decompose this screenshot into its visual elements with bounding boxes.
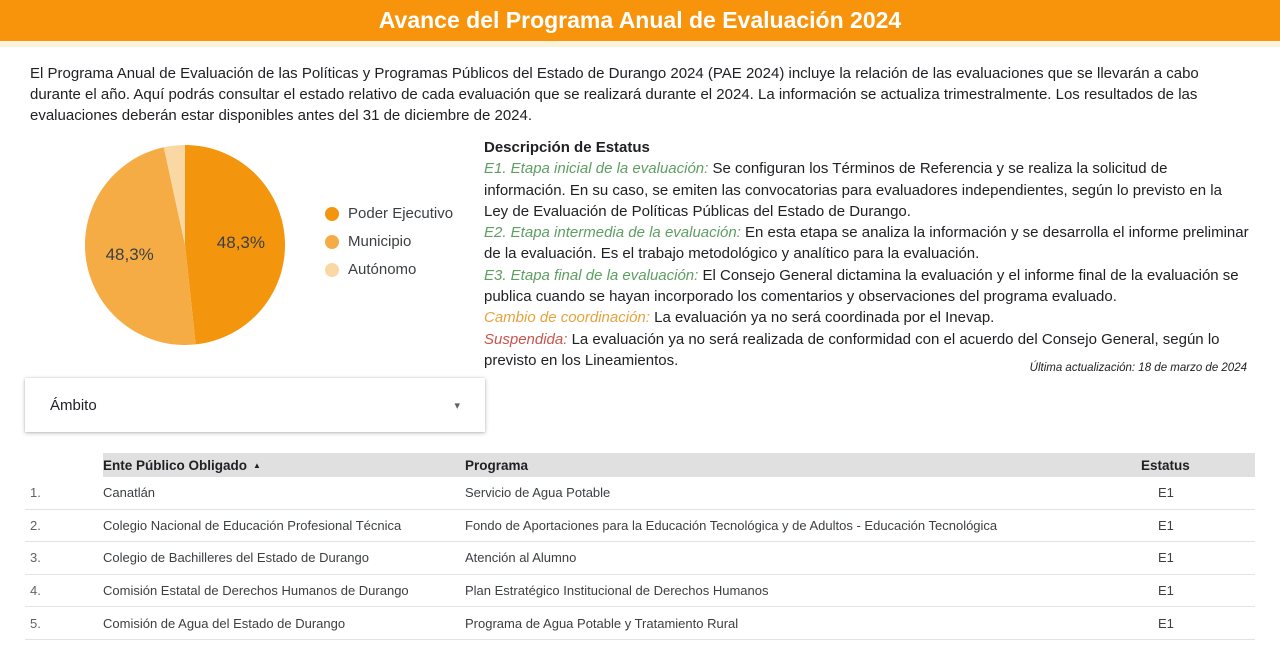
column-header-estatus[interactable]: Estatus (1141, 453, 1255, 477)
legend-dot (325, 234, 339, 249)
row-number: 4. (30, 583, 41, 599)
row-number: 2. (30, 517, 41, 533)
legend-label: Municipio (348, 233, 412, 250)
status-label-cambio: Cambio de coordinación: (484, 309, 650, 327)
column-header-ente[interactable]: Ente Público Obligado ▲ (103, 453, 465, 477)
status-label-e2: E2. Etapa intermedia de la evaluación: (484, 224, 741, 242)
table-row: 1. Canatlán Servicio de Agua Potable E1 (25, 477, 1255, 510)
status-description: Descripción de Estatus E1. Etapa inicial… (484, 137, 1250, 371)
page-header: Avance del Programa Anual de Evaluación … (0, 0, 1280, 41)
filter-label: Ámbito (50, 396, 97, 414)
svg-text:48,3%: 48,3% (217, 233, 265, 252)
intro-paragraph: El Programa Anual de Evaluación de las P… (30, 65, 1199, 124)
status-text-e1: Se configuran los Términos de Referencia… (484, 160, 1222, 220)
row-number: 1. (30, 485, 41, 501)
column-header-number (25, 453, 103, 477)
status-text-e2: En esta etapa se analiza la información … (484, 224, 1249, 263)
status-item-e3: E3. Etapa final de la evaluación: El Con… (484, 265, 1250, 308)
status-label-e3: E3. Etapa final de la evaluación: (484, 266, 699, 284)
legend-item-autonomo[interactable]: Autónomo (325, 261, 453, 278)
pie-chart-section: 48,3% 48,3% Poder Ejecutivo Municipio Aut… (85, 145, 480, 350)
chevron-down-icon: ▾ (454, 399, 460, 412)
evaluations-table: Ente Público Obligado ▲ Programa Estatus… (25, 453, 1255, 640)
cell-estatus: E1 (1158, 615, 1174, 631)
status-item-cambio: Cambio de coordinación: La evaluación ya… (484, 307, 1250, 328)
row-number: 5. (30, 615, 41, 631)
cell-ente: Colegio de Bachilleres del Estado de Dur… (103, 550, 369, 566)
table-row: 2. Colegio Nacional de Educación Profesi… (25, 510, 1255, 543)
status-text-cambio: La evaluación ya no será coordinada por … (654, 309, 995, 327)
sort-ascending-icon[interactable]: ▲ (253, 460, 261, 470)
cell-programa: Atención al Alumno (465, 550, 577, 566)
status-text-e3: El Consejo General dictamina la evaluaci… (484, 266, 1239, 306)
cell-programa: Programa de Agua Potable y Tratamiento R… (465, 615, 739, 631)
legend-item-municipio[interactable]: Municipio (325, 233, 453, 250)
table-row: 4. Comisión Estatal de Derechos Humanos … (25, 575, 1255, 608)
pie-chart[interactable]: 48,3% 48,3% (85, 145, 285, 345)
status-item-e2: E2. Etapa intermedia de la evaluación: E… (484, 222, 1250, 265)
cell-estatus: E1 (1158, 485, 1174, 501)
legend-dot (325, 262, 339, 277)
cell-ente: Comisión Estatal de Derechos Humanos de … (103, 583, 409, 599)
cell-estatus: E1 (1158, 583, 1174, 599)
legend-dot (325, 206, 339, 221)
status-text-suspendida: La evaluación ya no será realizada de co… (484, 330, 1220, 369)
table-row: 3. Colegio de Bachilleres del Estado de … (25, 542, 1255, 575)
column-header-programa[interactable]: Programa (465, 453, 1141, 477)
row-number: 3. (30, 550, 41, 566)
header-divider (0, 41, 1280, 47)
legend-label: Poder Ejecutivo (348, 205, 454, 222)
cell-programa: Fondo de Aportaciones para la Educación … (465, 517, 998, 533)
status-item-e1: E1. Etapa inicial de la evaluación: Se c… (484, 158, 1250, 222)
status-label-e1: E1. Etapa inicial de la evaluación: (484, 160, 709, 178)
svg-text:48,3%: 48,3% (106, 245, 154, 264)
status-item-suspendida: Suspendida: La evaluación ya no será rea… (484, 329, 1250, 372)
status-heading: Descripción de Estatus (484, 139, 650, 156)
table-row: 5. Comisión de Agua del Estado de Durang… (25, 607, 1255, 640)
cell-estatus: E1 (1158, 550, 1174, 566)
legend-label: Autónomo (348, 261, 417, 278)
status-label-suspendida: Suspendida: (484, 330, 568, 348)
last-update-note: Última actualización: 18 de marzo de 202… (1029, 362, 1247, 374)
cell-ente: Colegio Nacional de Educación Profesiona… (103, 517, 402, 533)
cell-ente: Comisión de Agua del Estado de Durango (103, 615, 346, 631)
column-header-ente-label: Ente Público Obligado (103, 457, 248, 473)
chart-legend: Poder Ejecutivo Municipio Autónomo (325, 205, 453, 289)
cell-programa: Plan Estratégico Institucional de Derech… (465, 583, 769, 599)
ambito-filter-dropdown[interactable]: Ámbito ▾ (25, 378, 485, 432)
cell-ente: Canatlán (103, 485, 156, 501)
cell-programa: Servicio de Agua Potable (465, 485, 611, 501)
table-header-row: Ente Público Obligado ▲ Programa Estatus (25, 453, 1255, 477)
legend-item-poder-ejecutivo[interactable]: Poder Ejecutivo (325, 205, 453, 222)
page-title: Avance del Programa Anual de Evaluación … (378, 7, 902, 33)
cell-estatus: E1 (1158, 517, 1174, 533)
